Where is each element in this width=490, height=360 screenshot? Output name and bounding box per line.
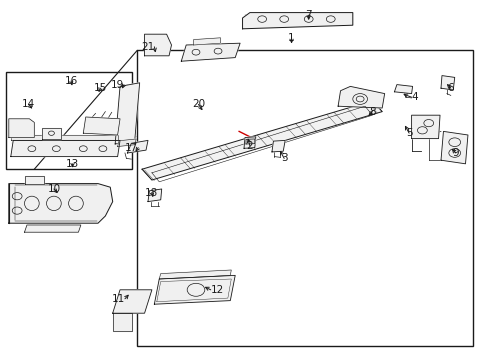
Polygon shape [338, 86, 385, 108]
Polygon shape [9, 119, 34, 138]
Text: 2: 2 [246, 141, 253, 151]
Text: 9: 9 [452, 148, 459, 158]
Polygon shape [145, 34, 171, 56]
Polygon shape [159, 270, 231, 279]
Text: 21: 21 [141, 42, 154, 52]
Polygon shape [11, 135, 118, 140]
Polygon shape [9, 184, 113, 223]
Text: 16: 16 [64, 76, 78, 86]
Polygon shape [394, 85, 413, 94]
Bar [6, 72, 132, 169]
Polygon shape [441, 76, 455, 90]
Text: 4: 4 [412, 92, 418, 102]
Polygon shape [246, 139, 255, 144]
Polygon shape [148, 189, 162, 202]
Polygon shape [113, 313, 132, 331]
Polygon shape [113, 290, 152, 313]
Polygon shape [194, 38, 220, 45]
Polygon shape [412, 115, 440, 139]
Text: 7: 7 [305, 10, 312, 20]
Polygon shape [142, 101, 382, 180]
Text: 8: 8 [369, 107, 376, 117]
Text: 18: 18 [145, 188, 159, 198]
Text: 14: 14 [22, 99, 35, 109]
Polygon shape [127, 140, 148, 153]
Polygon shape [154, 275, 235, 304]
Polygon shape [42, 128, 61, 139]
Polygon shape [24, 225, 81, 232]
Text: 3: 3 [281, 153, 288, 163]
Polygon shape [244, 137, 256, 148]
Text: 12: 12 [211, 285, 224, 295]
Polygon shape [272, 140, 285, 152]
Text: 15: 15 [94, 83, 107, 93]
Text: 10: 10 [48, 184, 60, 194]
Text: 6: 6 [447, 83, 454, 93]
Polygon shape [118, 139, 136, 147]
Polygon shape [441, 131, 468, 164]
Text: 13: 13 [66, 159, 79, 169]
Polygon shape [11, 140, 120, 157]
Text: 19: 19 [111, 80, 124, 90]
Polygon shape [181, 43, 240, 61]
Text: 17: 17 [125, 143, 138, 153]
Text: 11: 11 [112, 294, 125, 304]
Polygon shape [115, 83, 140, 144]
Polygon shape [83, 117, 120, 135]
Polygon shape [243, 13, 353, 29]
Text: 5: 5 [406, 128, 413, 138]
Text: 1: 1 [288, 33, 295, 43]
Bar [137, 50, 473, 346]
Polygon shape [24, 176, 44, 184]
Text: 20: 20 [192, 99, 205, 109]
